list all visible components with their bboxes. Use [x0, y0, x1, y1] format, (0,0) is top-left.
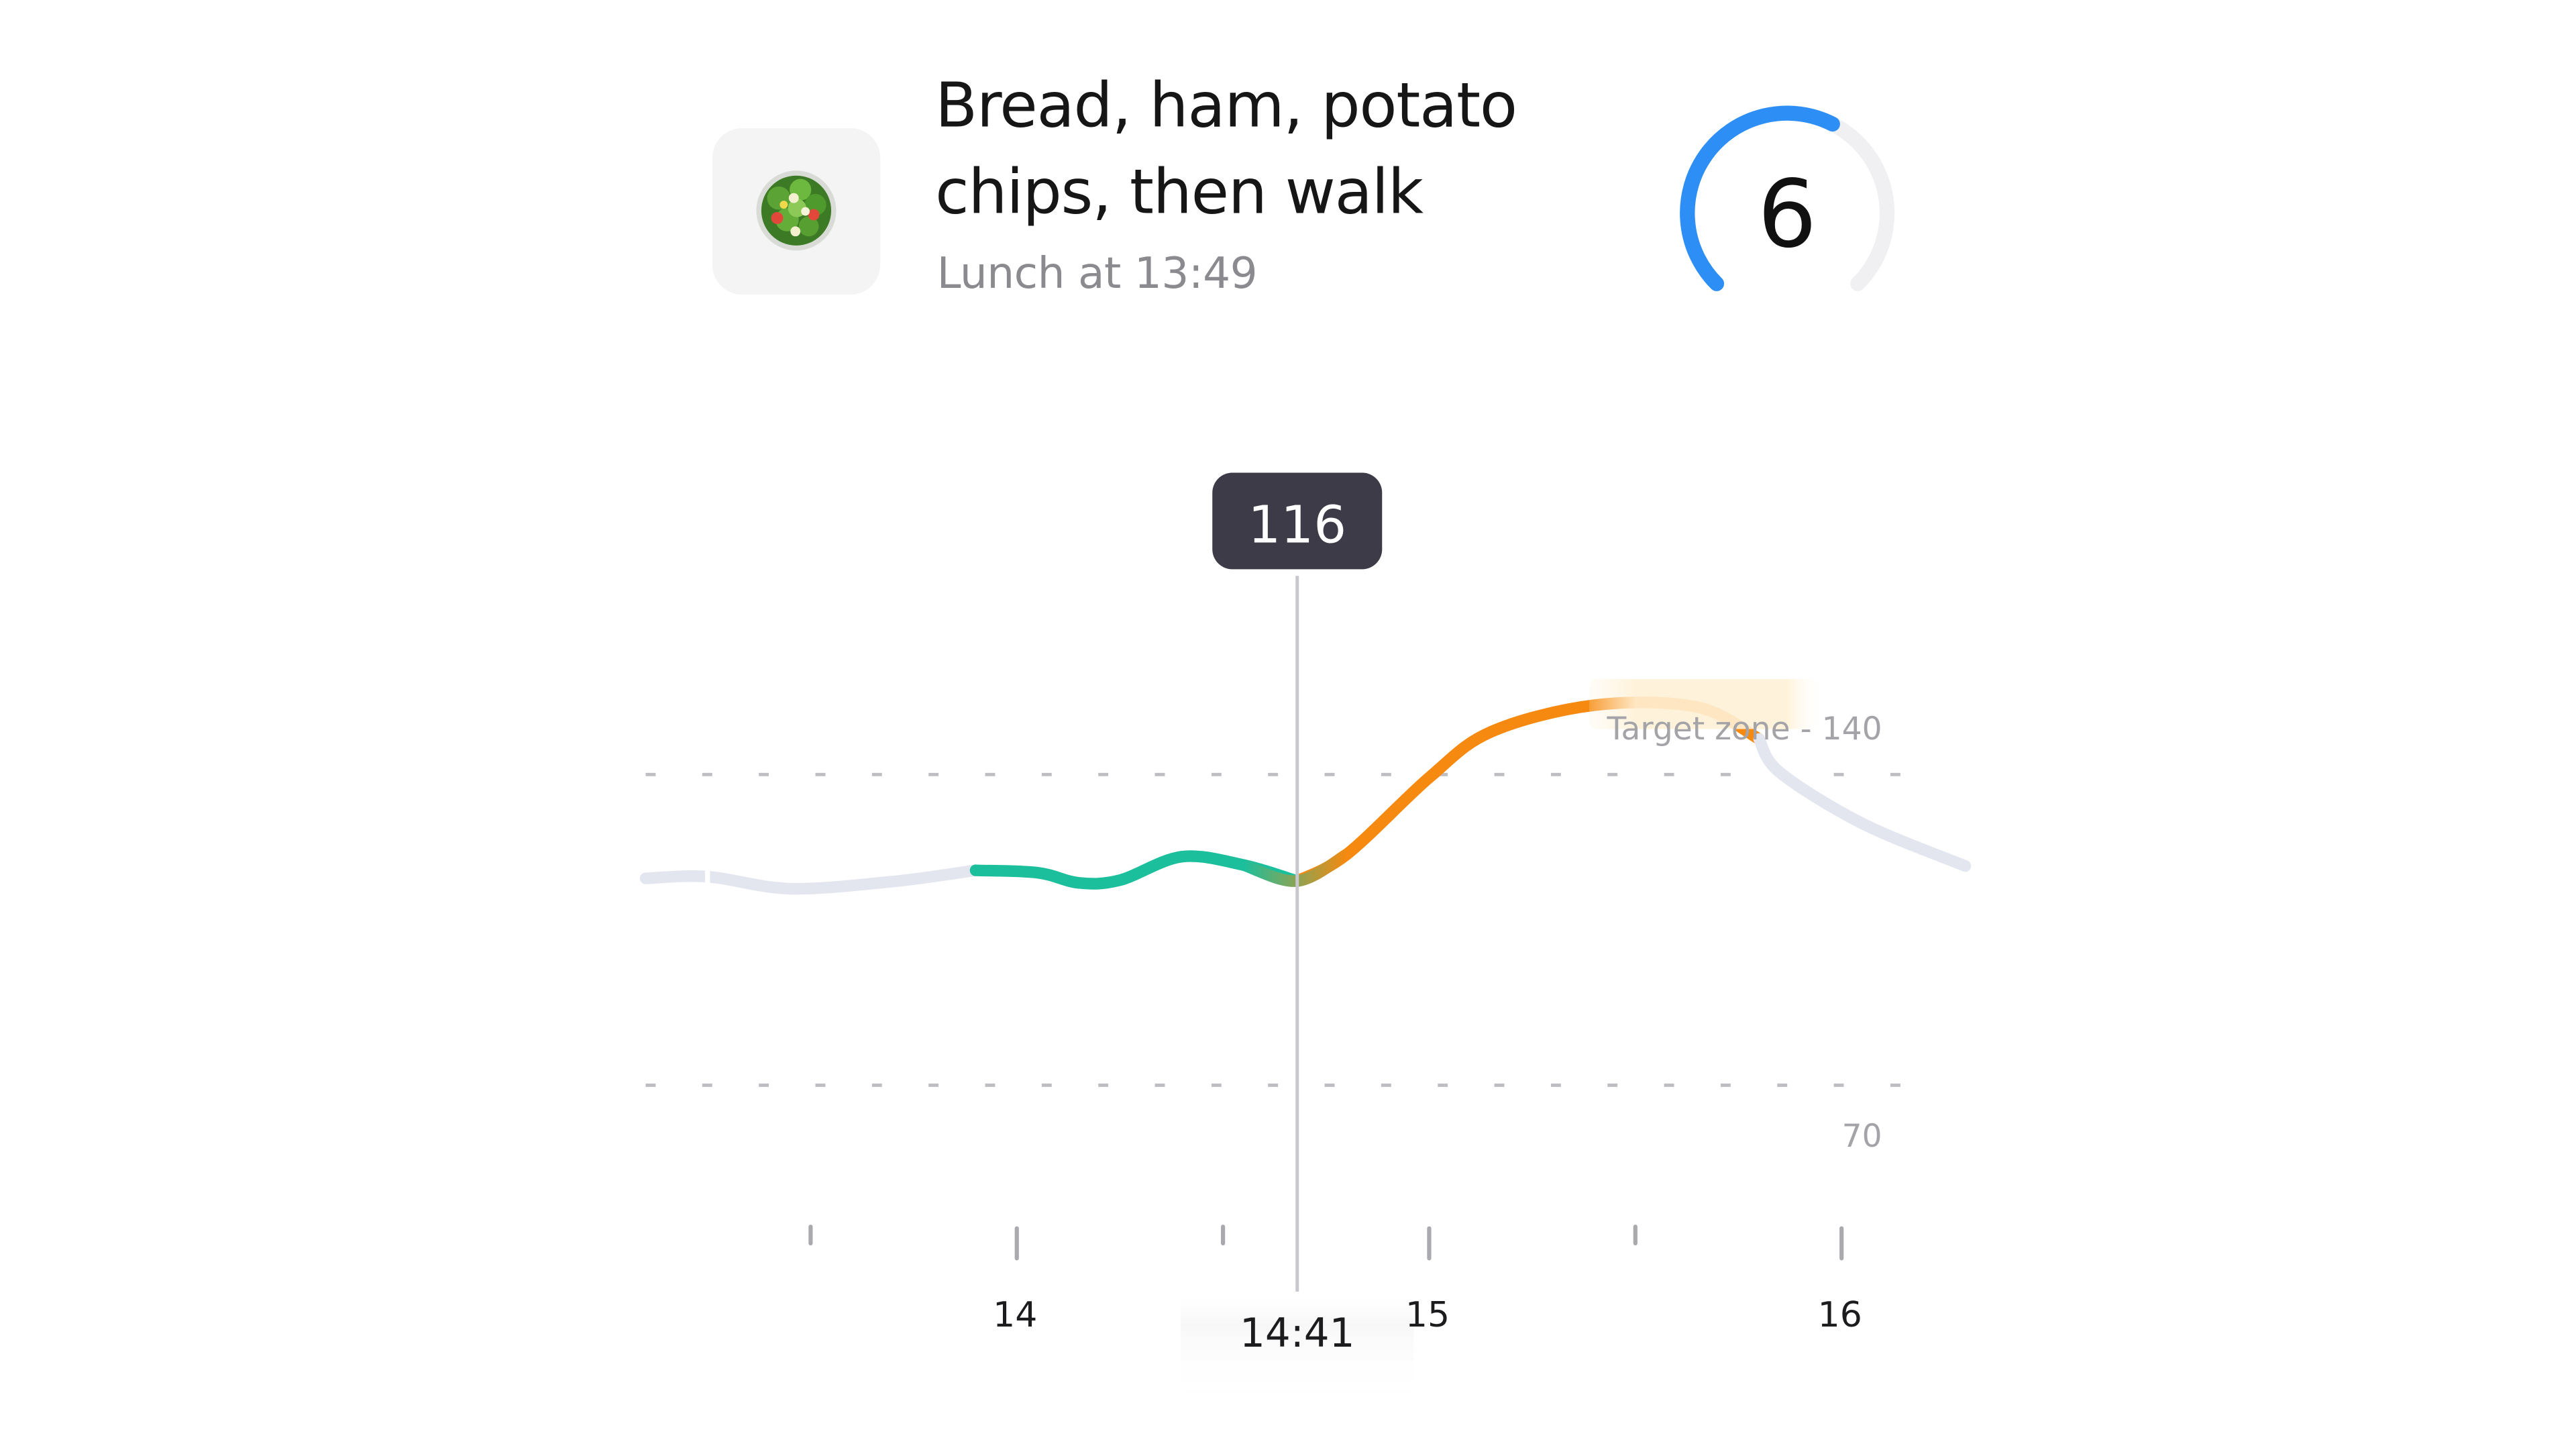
meal-subtitle: Lunch at 13:49: [936, 250, 1258, 300]
meal-title: Bread, ham, potato chips, then walk: [935, 70, 1517, 228]
target-zone-label-highlight: [1589, 679, 1823, 729]
target-zone-label: Target zone - 140: [1606, 711, 1882, 747]
cursor-time-backdrop: [1181, 1291, 1414, 1398]
meal-score-gauge: 6: [1668, 93, 1907, 333]
score-ring: [1680, 105, 1895, 291]
target-low-label: 70: [1842, 1118, 1882, 1155]
glucose-line-before: [639, 864, 982, 895]
score-ring-progress: [1680, 105, 1840, 291]
glucose-line-after: [1753, 733, 1972, 872]
cursor-value: 116: [1248, 496, 1346, 556]
x-tick-label: 16: [1818, 1295, 1862, 1335]
cursor-time: 14:41: [1240, 1310, 1355, 1357]
salad-bowl-icon: [756, 170, 837, 251]
glucose-line-transition: [1238, 848, 1353, 887]
x-tick-label: 14: [993, 1295, 1037, 1335]
score-value: 6: [1757, 161, 1817, 270]
x-tick-label: 15: [1405, 1295, 1450, 1335]
cursor-value-tooltip: [1212, 472, 1383, 570]
meal-thumbnail: [712, 128, 881, 295]
